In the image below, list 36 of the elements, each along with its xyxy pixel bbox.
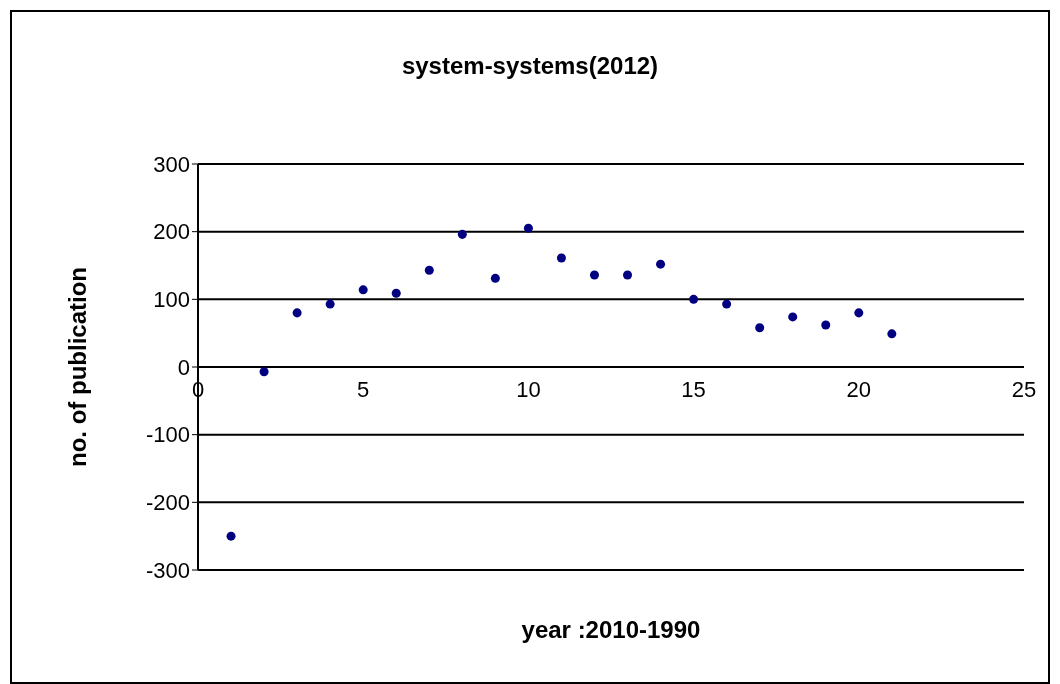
- x-tick-label: 20: [846, 377, 872, 402]
- point: [259, 367, 269, 377]
- chart-title: system-systems(2012): [400, 52, 660, 80]
- point: [788, 312, 798, 322]
- y-tick-label: -300: [145, 557, 190, 583]
- point: [226, 531, 236, 541]
- y-tick-label: -100: [145, 422, 190, 448]
- y-tick-label: 100: [153, 287, 190, 313]
- point: [887, 329, 897, 339]
- point: [854, 308, 864, 318]
- point: [391, 288, 401, 298]
- y-axis-title: no. of publication: [64, 267, 92, 467]
- x-tick-label: 5: [357, 377, 370, 402]
- x-axis-title: year :2010-1990: [520, 616, 702, 644]
- point: [656, 259, 666, 269]
- point: [457, 229, 467, 239]
- x-tick-label: 10: [516, 377, 541, 402]
- y-tick-label: -200: [145, 490, 190, 516]
- point: [821, 320, 831, 330]
- point: [523, 223, 533, 233]
- point: [755, 323, 765, 333]
- y-tick-label: 0: [177, 354, 190, 380]
- point: [722, 299, 732, 309]
- point: [623, 270, 633, 280]
- point: [689, 294, 699, 304]
- point: [556, 253, 566, 263]
- x-tick-label: 15: [681, 377, 706, 402]
- point: [490, 273, 500, 283]
- point: [424, 265, 434, 275]
- point: [358, 285, 368, 295]
- point: [589, 270, 599, 280]
- x-tick-label: 25: [1011, 377, 1037, 402]
- y-tick-label: 300: [153, 151, 190, 177]
- point: [325, 299, 335, 309]
- point: [292, 308, 302, 318]
- y-tick-label: 200: [153, 219, 190, 245]
